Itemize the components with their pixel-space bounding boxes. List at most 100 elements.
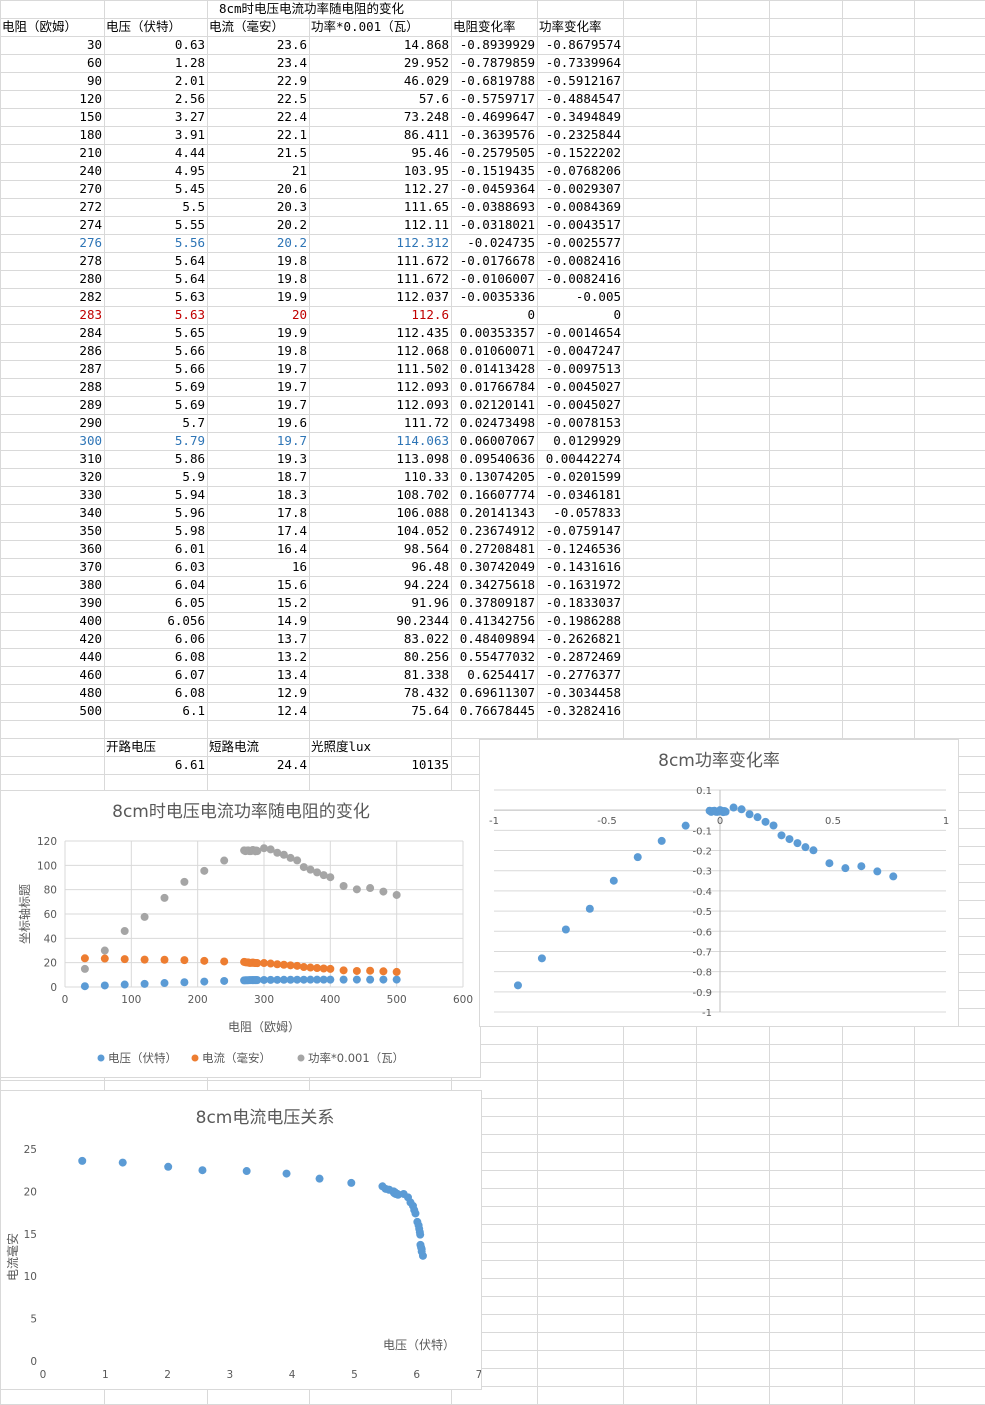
table-cell[interactable]: 0.13074205: [459, 469, 535, 484]
table-cell[interactable]: 13.4: [276, 667, 307, 682]
table-cell[interactable]: 15.6: [276, 577, 307, 592]
table-cell[interactable]: 114.063: [396, 433, 449, 448]
table-cell[interactable]: 5.96: [174, 505, 205, 520]
table-cell[interactable]: 0.34275618: [459, 577, 535, 592]
table-cell[interactable]: 20.2: [276, 235, 307, 250]
table-cell[interactable]: 94.224: [403, 577, 449, 592]
table-cell[interactable]: 0.6254417: [467, 667, 535, 682]
table-cell[interactable]: -0.5759717: [459, 91, 535, 106]
table-cell[interactable]: -0.3639576: [459, 127, 535, 142]
chart-current-voltage[interactable]: 8cm电流电压关系 0 5 10 15 20 25 0 1 2 3 4 5 6 7 电压（伏特） 电流毫安: [0, 1090, 482, 1390]
column-header[interactable]: 功率变化率: [539, 19, 602, 34]
table-cell[interactable]: 6.1: [182, 703, 205, 718]
table-cell[interactable]: 112.435: [396, 325, 449, 340]
table-cell[interactable]: 17.4: [276, 523, 307, 538]
table-cell[interactable]: 280: [79, 271, 102, 286]
table-cell[interactable]: 98.564: [403, 541, 449, 556]
table-cell[interactable]: 5.98: [174, 523, 205, 538]
table-cell[interactable]: 290: [79, 415, 102, 430]
table-cell[interactable]: -0.2325844: [545, 127, 621, 142]
table-cell[interactable]: -0.3034458: [545, 685, 621, 700]
table-cell[interactable]: 112.6: [411, 307, 449, 322]
summary-label[interactable]: 短路电流: [209, 739, 260, 754]
table-cell[interactable]: -0.1631972: [545, 577, 621, 592]
table-cell[interactable]: 2.01: [174, 73, 205, 88]
table-cell[interactable]: -0.5912167: [545, 73, 621, 88]
sheet-title[interactable]: 8cm时电压电流功率随电阻的变化: [218, 1, 405, 16]
table-cell[interactable]: 91.96: [411, 595, 449, 610]
table-cell[interactable]: 5.9: [182, 469, 205, 484]
table-cell[interactable]: 0.01413428: [459, 361, 535, 376]
table-cell[interactable]: 111.65: [403, 199, 449, 214]
table-cell[interactable]: 370: [79, 559, 102, 574]
table-cell[interactable]: -0.1522202: [545, 145, 621, 160]
table-cell[interactable]: 19.8: [276, 271, 307, 286]
table-cell[interactable]: 460: [79, 667, 102, 682]
table-cell[interactable]: 22.1: [276, 127, 307, 142]
table-cell[interactable]: 150: [79, 109, 102, 124]
table-cell[interactable]: 240: [79, 163, 102, 178]
table-cell[interactable]: 210: [79, 145, 102, 160]
table-cell[interactable]: -0.1833037: [545, 595, 621, 610]
table-cell[interactable]: 18.7: [276, 469, 307, 484]
table-cell[interactable]: 6.08: [174, 685, 205, 700]
table-cell[interactable]: 0.01060071: [459, 343, 535, 358]
table-cell[interactable]: 13.2: [276, 649, 307, 664]
table-cell[interactable]: 14.868: [403, 37, 449, 52]
table-cell[interactable]: 0.37809187: [459, 595, 535, 610]
table-cell[interactable]: -0.0035336: [459, 289, 535, 304]
table-cell[interactable]: -0.005: [575, 289, 621, 304]
table-cell[interactable]: 29.952: [403, 55, 449, 70]
table-cell[interactable]: 19.9: [276, 289, 307, 304]
table-cell[interactable]: 22.9: [276, 73, 307, 88]
table-cell[interactable]: 5.5: [182, 199, 205, 214]
table-cell[interactable]: -0.2579505: [459, 145, 535, 160]
table-cell[interactable]: 23.4: [276, 55, 307, 70]
table-cell[interactable]: 380: [79, 577, 102, 592]
table-cell[interactable]: 4.95: [174, 163, 205, 178]
table-cell[interactable]: 12.4: [276, 703, 307, 718]
table-cell[interactable]: -0.057833: [553, 505, 621, 520]
table-cell[interactable]: 22.5: [276, 91, 307, 106]
column-header[interactable]: 电流（毫安）: [209, 19, 285, 34]
table-cell[interactable]: 111.72: [403, 415, 449, 430]
table-cell[interactable]: -0.2626821: [545, 631, 621, 646]
table-cell[interactable]: 0.76678445: [459, 703, 535, 718]
table-cell[interactable]: -0.3282416: [545, 703, 621, 718]
table-cell[interactable]: 111.502: [396, 361, 449, 376]
table-cell[interactable]: -0.0097513: [545, 361, 621, 376]
table-cell[interactable]: 23.6: [276, 37, 307, 52]
table-cell[interactable]: 95.46: [411, 145, 449, 160]
table-cell[interactable]: 287: [79, 361, 102, 376]
summary-label[interactable]: 光照度lux: [311, 739, 372, 754]
table-cell[interactable]: 274: [79, 217, 102, 232]
table-cell[interactable]: 5.66: [174, 343, 205, 358]
table-cell[interactable]: 12.9: [276, 685, 307, 700]
table-cell[interactable]: 284: [79, 325, 102, 340]
table-cell[interactable]: 112.11: [403, 217, 449, 232]
table-cell[interactable]: -0.1246536: [545, 541, 621, 556]
table-cell[interactable]: -0.4699647: [459, 109, 535, 124]
table-cell[interactable]: 113.098: [396, 451, 449, 466]
table-cell[interactable]: 81.338: [403, 667, 449, 682]
table-cell[interactable]: 0.30742049: [459, 559, 535, 574]
table-cell[interactable]: 21.5: [276, 145, 307, 160]
table-cell[interactable]: 6.056: [167, 613, 205, 628]
table-cell[interactable]: 5.94: [174, 487, 205, 502]
table-cell[interactable]: -0.0045027: [545, 379, 621, 394]
table-cell[interactable]: 180: [79, 127, 102, 142]
table-cell[interactable]: -0.0318021: [459, 217, 535, 232]
table-cell[interactable]: 0.00442274: [545, 451, 621, 466]
table-cell[interactable]: -0.0082416: [545, 253, 621, 268]
table-cell[interactable]: 22.4: [276, 109, 307, 124]
table-cell[interactable]: 0: [613, 307, 621, 322]
table-cell[interactable]: 20.3: [276, 199, 307, 214]
column-header[interactable]: 电阻（欧姆）: [2, 19, 78, 34]
table-cell[interactable]: -0.3494849: [545, 109, 621, 124]
table-cell[interactable]: 17.8: [276, 505, 307, 520]
table-cell[interactable]: 289: [79, 397, 102, 412]
table-cell[interactable]: 5.66: [174, 361, 205, 376]
table-cell[interactable]: 19.3: [276, 451, 307, 466]
table-cell[interactable]: 96.48: [411, 559, 449, 574]
table-cell[interactable]: 5.56: [174, 235, 205, 250]
